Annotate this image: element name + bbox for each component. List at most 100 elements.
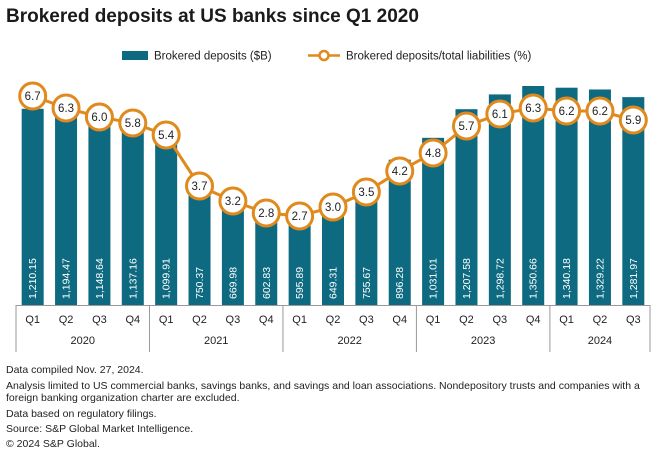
ratio-value-label: 3.7 — [192, 181, 208, 193]
ratio-value-label: 5.8 — [125, 118, 141, 130]
quarter-label: Q1 — [159, 314, 174, 326]
bar-value-label: 595.89 — [294, 267, 306, 299]
ratio-marker — [218, 186, 248, 216]
bar — [455, 109, 478, 305]
bar — [622, 97, 645, 305]
quarter-label: Q2 — [326, 314, 341, 326]
note-copyright: © 2024 S&P Global. — [6, 438, 100, 450]
bar-value-label: 1,350.66 — [528, 258, 540, 299]
quarter-label: Q3 — [226, 314, 241, 326]
bar-value-label: 755.67 — [361, 267, 373, 299]
ratio-marker — [151, 120, 181, 150]
ratio-value-label: 6.7 — [25, 91, 41, 103]
ratio-value-label: 3.2 — [225, 196, 241, 208]
ratio-marker — [84, 102, 114, 132]
ratio-marker — [485, 99, 515, 129]
ratio-marker — [185, 171, 215, 201]
quarter-label: Q3 — [92, 314, 107, 326]
legend-line-marker — [318, 49, 330, 62]
quarter-label: Q3 — [492, 314, 507, 326]
ratio-value-label: 2.8 — [258, 208, 274, 220]
quarter-label: Q4 — [392, 314, 407, 326]
bar — [155, 126, 178, 305]
bar — [21, 108, 44, 305]
ratio-marker — [518, 93, 548, 123]
ratio-marker — [351, 177, 381, 207]
legend-bar-swatch — [122, 51, 148, 60]
ratio-marker — [552, 96, 582, 126]
ratio-marker — [285, 201, 315, 231]
bar-value-label: 1,210.15 — [27, 258, 39, 299]
quarter-label: Q2 — [459, 314, 474, 326]
ratio-value-label: 6.1 — [492, 109, 508, 121]
chart-canvas: Brokered deposits ($B) Brokered deposits/… — [15, 49, 651, 352]
bar-value-label: 1,340.18 — [561, 258, 573, 299]
ratio-marker — [18, 81, 48, 111]
bar-value-label: 602.83 — [261, 267, 273, 299]
bar-value-label: 896.28 — [394, 267, 406, 299]
bar — [221, 196, 244, 305]
quarter-label: Q3 — [626, 314, 641, 326]
bar-value-label: 669.98 — [227, 267, 239, 299]
ratio-value-label: 6.2 — [592, 106, 608, 118]
ratio-value-label: 3.0 — [325, 202, 341, 214]
bar-value-label: 1,194.47 — [61, 258, 73, 299]
note-source: Source: S&P Global Market Intelligence. — [6, 423, 194, 435]
note-scope: Analysis limited to US commercial banks,… — [6, 380, 640, 404]
line-series: 6.7 6.3 6.0 5.8 5.4 3.7 3.2 2.8 2.7 3.0 3.5 4.2 4.8 5… — [18, 81, 648, 231]
ratio-value-label: 6.2 — [559, 106, 575, 118]
bar-value-label: 1,207.58 — [461, 258, 473, 299]
bar-value-label: 1,298.72 — [494, 258, 506, 299]
bar-value-label: 649.31 — [328, 267, 340, 299]
ratio-marker — [118, 108, 148, 138]
x-tick-labels: Q1 Q2 Q3 Q4 Q1 Q2 Q3 Q4 Q1 Q2 Q3 Q4 Q1 Q2 Q3 Q4 Q1 Q2 Q3 — [25, 314, 640, 326]
year-groups: 2020 2021 2022 2023 2024 — [15, 305, 651, 352]
ratio-marker — [451, 111, 481, 141]
ratio-value-label: 6.3 — [58, 103, 74, 115]
bar-value-label: 1,137.16 — [127, 258, 139, 299]
bar — [322, 199, 344, 305]
legend-line-label: Brokered deposits/total liabilities (%) — [346, 51, 532, 63]
ratio-value-label: 5.9 — [625, 115, 641, 127]
ratio-marker — [251, 198, 281, 228]
ratio-marker — [585, 96, 615, 126]
ratio-value-label: 4.2 — [392, 166, 408, 178]
ratio-value-label: 2.7 — [292, 211, 308, 223]
legend: Brokered deposits ($B) Brokered deposits/… — [122, 49, 532, 63]
bar — [388, 159, 411, 305]
bar-value-label: 1,099.91 — [161, 258, 173, 299]
quarter-label: Q1 — [292, 314, 307, 326]
ratio-value-label: 6.3 — [525, 103, 541, 115]
bar — [188, 183, 211, 305]
bar — [488, 94, 511, 305]
year-label: 2023 — [471, 335, 495, 347]
note-compiled: Data compiled Nov. 27, 2024. — [6, 364, 144, 376]
quarter-label: Q1 — [559, 314, 574, 326]
ratio-value-label: 4.8 — [425, 148, 441, 160]
ratio-marker — [618, 105, 648, 135]
year-label: 2022 — [337, 335, 361, 347]
year-label: 2021 — [204, 335, 228, 347]
bar — [88, 118, 111, 305]
ratio-marker — [385, 156, 415, 186]
quarter-label: Q2 — [59, 314, 74, 326]
bar — [422, 137, 445, 305]
quarter-label: Q4 — [125, 314, 140, 326]
year-label: 2020 — [70, 335, 94, 347]
quarter-label: Q2 — [593, 314, 608, 326]
quarter-label: Q1 — [25, 314, 40, 326]
ratio-value-label: 5.7 — [458, 121, 474, 133]
legend-bar-label: Brokered deposits ($B) — [154, 51, 272, 63]
quarter-label: Q4 — [526, 314, 541, 326]
chart-title: Brokered deposits at US banks since Q1 2… — [6, 6, 419, 27]
bar — [288, 208, 311, 305]
bar — [588, 89, 611, 305]
quarter-label: Q4 — [259, 314, 274, 326]
bar-value-label: 1,281.97 — [628, 258, 640, 299]
year-label: 2024 — [588, 335, 612, 347]
ratio-value-label: 3.5 — [358, 187, 374, 199]
bar-value-label: 750.37 — [194, 267, 206, 299]
bar-value-label: 1,148.64 — [94, 258, 106, 299]
ratio-value-label: 5.4 — [158, 130, 175, 142]
ratio-marker — [418, 138, 448, 168]
